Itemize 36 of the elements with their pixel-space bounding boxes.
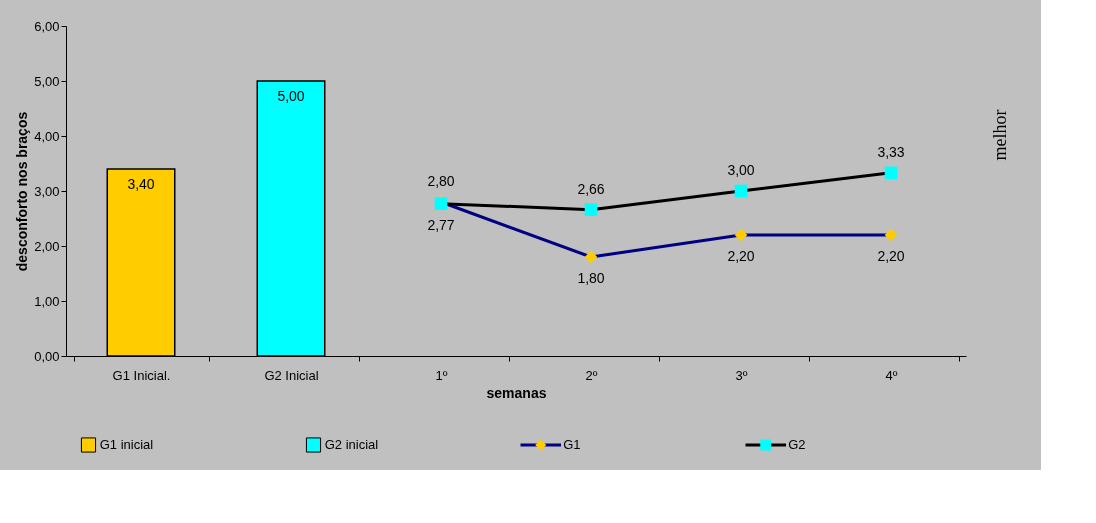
y-tick-label: 2,00 <box>34 238 60 254</box>
point <box>734 228 748 242</box>
x-axis-title: semanas <box>486 384 547 401</box>
y-tick-label: 4,00 <box>34 128 60 144</box>
data-label: 3,33 <box>877 143 905 160</box>
data-label: 2,77 <box>427 216 455 233</box>
y-tick-label: 5,00 <box>34 73 60 89</box>
data-label: 2,66 <box>577 180 605 197</box>
point <box>734 184 748 198</box>
x-tick-label: 3º <box>735 367 748 383</box>
data-label: 3,00 <box>727 162 755 178</box>
text: melhor <box>990 109 1010 161</box>
point <box>584 250 598 264</box>
y-axis-title: desconforto nos braços <box>14 111 31 272</box>
x-tick-label: 2º <box>585 367 598 383</box>
data-label: 1,80 <box>577 270 605 286</box>
x-tick-label: G2 Inicial <box>264 367 319 383</box>
data-label: 2,80 <box>427 173 455 189</box>
point <box>884 166 898 180</box>
point <box>884 228 898 242</box>
y-tick-label: 3,00 <box>34 183 60 199</box>
y-tick-label: 0,00 <box>34 348 60 364</box>
y-tick-label: 6,00 <box>34 18 60 34</box>
y-tick-label: 1,00 <box>34 293 60 309</box>
legend-label: G1 <box>563 437 581 452</box>
data-label: 5,00 <box>277 88 305 104</box>
x-tick-label: G1 Inicial. <box>112 367 171 383</box>
x-tick-label: 1º <box>435 367 448 383</box>
legend-label: G1 inicial <box>99 437 154 452</box>
point <box>584 203 598 217</box>
data-label: 2,20 <box>727 248 755 264</box>
data-label: 3,40 <box>127 176 155 192</box>
data-label: 2,20 <box>877 248 905 264</box>
x-tick-label: 4º <box>885 367 898 383</box>
legend-label: G2 inicial <box>324 437 379 452</box>
legend-label: G2 <box>788 437 806 452</box>
